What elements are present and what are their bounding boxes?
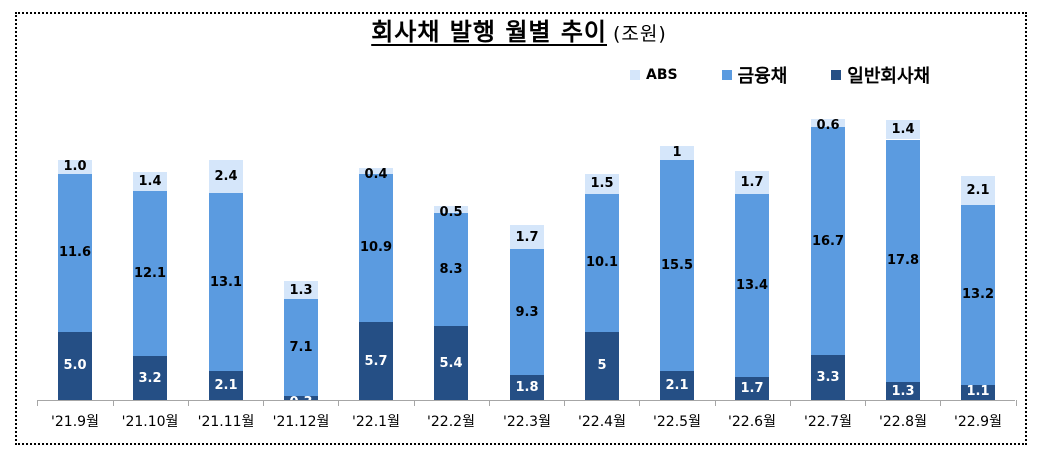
legend-item-general: 일반회사채 [831,62,930,88]
bar-11: 1.3 17.8 1.4 [886,120,920,400]
x-axis-label: '22.6월 [728,414,776,430]
x-axis-label: '22.9월 [954,414,1002,430]
x-axis-tick [790,400,791,406]
bar-12: 1.1 13.2 2.1 [961,176,995,400]
bar-5: 5.4 8.3 0.5 [434,206,468,400]
bar-segment-financial: 13.1 [209,192,243,372]
bar-segment-general: 5.7 [359,322,393,400]
x-axis-label: '21.11월 [197,414,255,430]
legend-label: 일반회사채 [847,66,931,87]
bar-segment-financial: 13.4 [735,194,769,377]
chart-unit: (조원) [613,23,667,45]
bar-segment-abs: 0.4 [359,168,393,182]
x-axis-tick [865,400,866,406]
x-axis-tick [113,400,114,406]
bar-segment-abs: 2.4 [209,159,243,193]
bar-segment-abs: 1.7 [510,225,544,249]
bar-segment-general: 2.1 [660,371,694,400]
x-axis-label: '22.2월 [427,414,475,430]
bar-segment-general: 1.8 [510,375,544,400]
bar-6: 1.8 9.3 1.7 [510,225,544,400]
x-axis [38,400,1015,401]
bar-segment-abs: 1.5 [585,173,619,195]
bar-segment-abs: 1.0 [58,159,92,174]
bar-segment-abs: 0.6 [811,119,845,132]
x-axis-label: '21.9월 [51,414,99,430]
bar-segment-general: 3.2 [133,356,167,400]
bar-segment-general: 1.7 [735,376,769,400]
bar-8: 2.1 15.5 1 [660,146,694,400]
x-axis-label: '21.12월 [272,414,330,430]
x-axis-tick [338,400,339,406]
chart-frame [15,12,1027,445]
x-axis-tick [940,400,941,406]
legend-swatch-abs [630,70,640,80]
bar-segment-general: 0.3 [284,394,318,400]
legend-item-financial: 금융채 [721,62,788,88]
x-axis-tick [489,400,490,406]
bar-segment-financial: 7.1 [284,299,318,396]
bar-4: 5.710.90.4 [359,168,393,400]
x-axis-label: '21.10월 [121,414,179,430]
bar-segment-financial: 8.3 [434,213,468,327]
legend-label: ABS [646,67,678,83]
bar-2: 2.1 13.1 2.4 [209,159,243,400]
bar-segment-financial: 13.2 [961,204,995,385]
chart-title: 회사채 발행 월별 추이 (조원) [0,12,1038,47]
bar-segment-financial: 9.3 [510,248,544,376]
x-axis-tick [1016,400,1017,406]
x-axis-label: '22.1월 [352,414,400,430]
chart-title-text: 회사채 발행 월별 추이 [371,18,607,46]
bar-9: 1.7 13.4 1.7 [735,170,769,400]
x-axis-tick [715,400,716,406]
bar-segment-financial: 12.1 [133,191,167,357]
bar-segment-financial: 17.8 [886,139,920,383]
bar-segment-abs: 0.5 [434,206,468,219]
bar-10: 3.3 16.7 0.6 [811,119,845,400]
bar-segment-general: 2.1 [209,371,243,400]
bar-segment-abs: 1.3 [284,281,318,300]
x-axis-tick [37,400,38,406]
bar-segment-abs: 1.4 [133,172,167,192]
x-axis-tick [639,400,640,406]
x-axis-tick [414,400,415,406]
x-axis-tick [564,400,565,406]
legend-swatch-general [831,70,842,80]
x-axis-label: '22.8월 [879,414,927,430]
bar-segment-general: 5 [585,331,619,400]
bar-7: 5 10.1 1.5 [585,173,619,400]
x-axis-label: '22.3월 [503,414,551,430]
bar-segment-general: 3.3 [811,355,845,400]
bar-segment-general: 5.4 [434,326,468,400]
bar-segment-abs: 1.4 [886,120,920,140]
x-axis-label: '22.5월 [653,414,701,430]
bar-segment-abs: 1.7 [735,170,769,195]
legend-item-abs: ABS [630,67,678,83]
bar-segment-financial: 10.9 [359,173,393,323]
bar-segment-abs: 1 [660,146,694,160]
x-axis-tick [188,400,189,406]
x-axis-label: '22.4월 [578,414,626,430]
x-axis-tick [263,400,264,406]
bar-segment-general: 1.3 [886,382,920,400]
bar-0: 5.0 11.6 1.0 [58,159,92,400]
bar-segment-general: 1.1 [961,384,995,400]
bar-segment-financial: 16.7 [811,127,845,355]
legend-swatch-financial [721,70,732,80]
bar-1: 3.2 12.1 1.4 [133,172,167,400]
bar-3: 0.37.11.3 [284,281,318,400]
bar-segment-financial: 15.5 [660,159,694,372]
chart-legend: ABS 금융채 일반회사채 [630,62,974,88]
x-axis-label: '22.7월 [804,414,852,430]
bar-segment-financial: 11.6 [58,173,92,332]
legend-label: 금융채 [737,66,788,87]
bar-segment-abs: 2.1 [961,176,995,205]
bar-segment-financial: 10.1 [585,194,619,332]
bar-segment-general: 5.0 [58,331,92,400]
